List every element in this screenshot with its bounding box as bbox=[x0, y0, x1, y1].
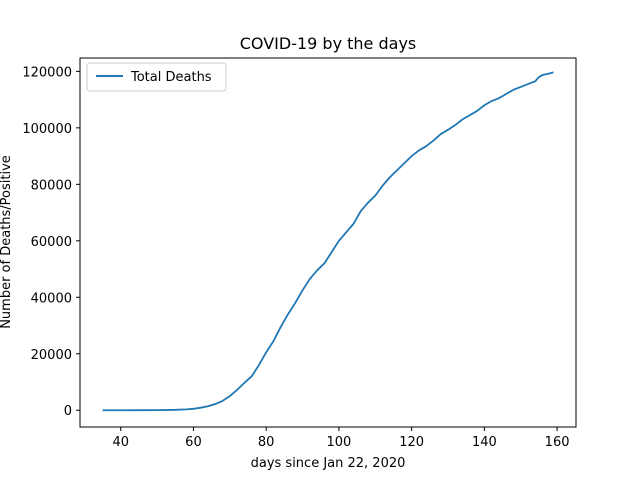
legend: Total Deaths bbox=[86, 62, 227, 92]
legend-label-total-deaths: Total Deaths bbox=[130, 70, 212, 85]
x-tick-label-60: 60 bbox=[185, 435, 202, 450]
plot-area: 40 60 80 100 120 140 160 0 20000 40000 60000 80000 1… bbox=[22, 57, 577, 450]
y-tick-label-40000: 40000 bbox=[31, 291, 72, 306]
x-tick-label-160: 160 bbox=[545, 435, 570, 450]
x-axis-label: days since Jan 22, 2020 bbox=[251, 456, 406, 471]
legend-box bbox=[86, 62, 227, 92]
y-tick-label-80000: 80000 bbox=[31, 178, 72, 193]
y-tick-label-60000: 60000 bbox=[31, 235, 72, 250]
y-tick-label-20000: 20000 bbox=[31, 348, 72, 363]
axes-frame bbox=[79, 57, 577, 428]
y-tick-label-100000: 100000 bbox=[22, 122, 72, 137]
x-tick-label-40: 40 bbox=[112, 435, 129, 450]
x-tick-label-120: 120 bbox=[399, 435, 424, 450]
chart-title: COVID-19 by the days bbox=[240, 34, 417, 53]
x-tick-label-80: 80 bbox=[258, 435, 275, 450]
series-line-total-deaths bbox=[102, 71, 554, 412]
x-tick-label-140: 140 bbox=[472, 435, 497, 450]
y-tick-label-0: 0 bbox=[64, 404, 72, 419]
x-tick-label-100: 100 bbox=[326, 435, 351, 450]
y-axis-label: Number of Deaths/Positive bbox=[0, 155, 14, 329]
y-tick-label-120000: 120000 bbox=[22, 65, 72, 80]
